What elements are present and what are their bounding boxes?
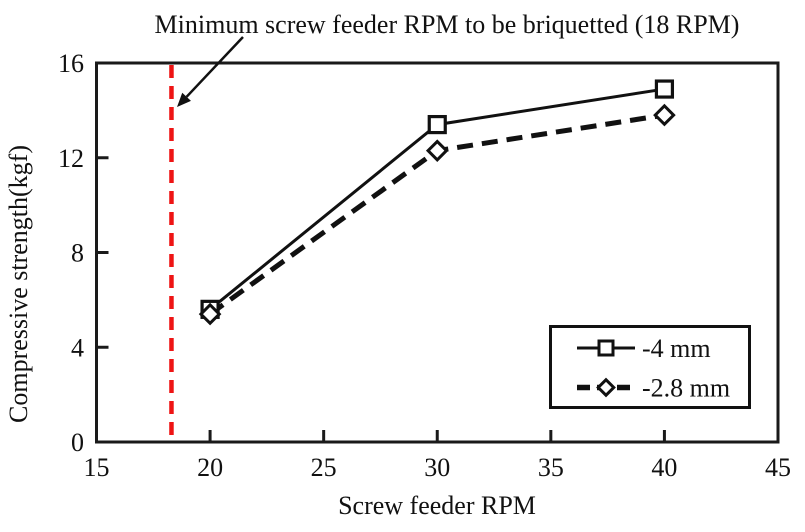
x-tick-label: 15 — [84, 453, 110, 482]
y-axis-title: Compressive strength(kgf) — [4, 145, 33, 423]
marker-diamond — [198, 302, 222, 326]
y-tick-label: 0 — [71, 428, 84, 457]
y-tick-label: 8 — [71, 239, 84, 268]
marker-square — [427, 114, 447, 135]
legend-marker-diamond — [596, 377, 616, 398]
y-tick-label: 12 — [58, 144, 84, 173]
x-tick-label: 30 — [424, 453, 450, 482]
x-tick-label: 20 — [197, 453, 223, 482]
x-tick-label: 45 — [765, 453, 791, 482]
x-tick-label: 40 — [651, 453, 677, 482]
marker-diamond — [425, 139, 449, 162]
legend-label: -2.8 mm — [642, 374, 730, 403]
marker-square — [654, 79, 675, 99]
annotation-text: Minimum screw feeder RPM to be briquette… — [155, 10, 740, 39]
marker-diamond — [653, 103, 676, 127]
legend-label: -4 mm — [642, 334, 711, 363]
x-axis-title: Screw feeder RPM — [338, 491, 536, 520]
annotation-arrow-line — [185, 36, 244, 98]
y-tick-label: 4 — [71, 333, 84, 362]
legend-marker-square — [597, 339, 615, 357]
annotation-arrowhead — [177, 92, 191, 107]
y-tick-label: 16 — [58, 49, 84, 78]
chart-generated-content: 15 20 25 30 35 40 45 0 4 8 12 16 -4 mm -2.8 mm — [58, 36, 791, 482]
x-tick-label: 25 — [311, 453, 337, 482]
x-tick-label: 35 — [538, 453, 564, 482]
legend-box — [549, 325, 751, 409]
